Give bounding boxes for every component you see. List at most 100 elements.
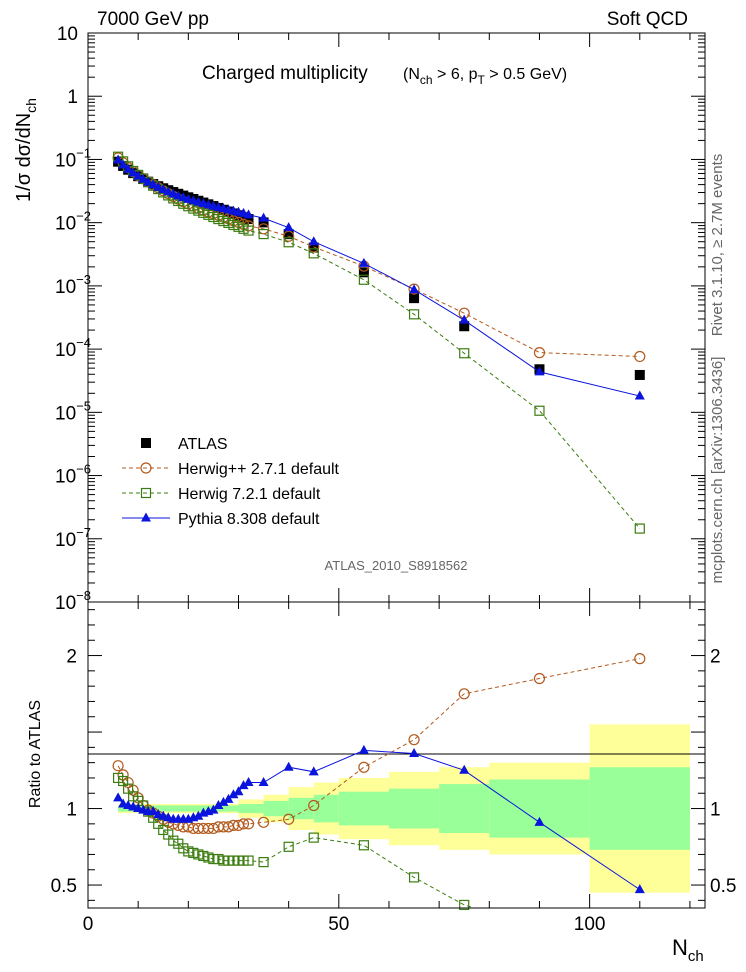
legend-atlas-marker: [141, 438, 151, 448]
x-axis-label-sub: ch: [688, 948, 704, 965]
ratio-band-inner: [439, 784, 490, 834]
selection-lead-sub: ch: [420, 73, 433, 87]
main-y-tick-exponent: −5: [76, 398, 91, 413]
ratio-band-inner: [338, 791, 389, 826]
atlas-point: [459, 321, 470, 332]
pythia-8-308-default-ratio-point: [238, 780, 249, 790]
herwig-2-7-1-default-main-line: [117, 157, 640, 357]
pythia-8-308-default-ratio-point: [113, 792, 124, 802]
pythia-8-308-default-point: [128, 167, 139, 177]
herwig-2-7-1-default-point: [257, 223, 270, 235]
herwig-7-2-1-default-point: [534, 405, 545, 416]
selection-lead: (N: [403, 66, 420, 83]
main-y-tick-label: 10−4: [55, 335, 91, 361]
pythia-8-308-default-point: [123, 163, 134, 173]
main-y-tick-base: 10: [55, 277, 76, 298]
pythia-8-308-default-point: [634, 390, 645, 400]
ratio-y-axis: 0.5 0.5 1 1 2 2: [51, 609, 736, 901]
ratio-band-inner: [589, 767, 690, 850]
pythia-8-308-default-ratio-point: [193, 810, 204, 820]
main-y-tick-label: 10−5: [55, 398, 91, 424]
ratio-band-inner: [238, 803, 264, 814]
pythia-8-308-default-ratio-point: [243, 777, 254, 787]
herwig-2-7-1-default-ratio-point: [237, 818, 250, 830]
selection-mid: > 6, p: [433, 66, 478, 83]
atlas-point: [283, 229, 294, 240]
pythia-8-308-default-point: [138, 173, 149, 183]
herwig-7-2-1-default-ratio-point: [358, 840, 369, 851]
pythia-8-308-default-point: [459, 314, 470, 324]
plot-title: Charged multiplicity: [202, 63, 368, 84]
atlas-point: [238, 212, 249, 223]
pythia-8-308-default-ratio-point: [148, 806, 159, 816]
pythia-8-308-default-point: [258, 212, 269, 222]
herwig-2-7-1-default-ratio-point: [408, 734, 420, 746]
pythia-8-308-default-ratio-point: [228, 789, 239, 799]
analysis-tag: ATLAS_2010_S8918562: [325, 558, 468, 573]
main-y-tick-exponent: −4: [76, 335, 91, 350]
legend-atlas-label: ATLAS: [178, 436, 228, 453]
legend: ATLAS Herwig++ 2.7.1 default Herwig 7.2.1 …: [122, 436, 340, 528]
ratio-y-tick-label-right: 1: [710, 800, 721, 821]
main-y-tick-base: 1: [67, 87, 78, 108]
main-y-tick-base: 10: [55, 403, 76, 424]
selection-tail: > 0.5 GeV): [485, 66, 567, 83]
pythia-8-308-default-ratio-point: [233, 786, 244, 796]
main-y-tick-base: 10: [55, 530, 76, 551]
main-y-tick-exponent: −7: [76, 525, 91, 540]
pythia-8-308-default-point: [158, 184, 169, 194]
herwig-2-7-1-default-ratio-point: [358, 761, 370, 773]
pythia-8-308-default-ratio-point: [223, 793, 234, 803]
herwig-2-7-1-default-ratio-point: [458, 688, 470, 700]
main-y-axis-label-main: 1/σ dσ/dN: [13, 113, 35, 202]
ratio-y-tick-label-right: 0.5: [710, 876, 736, 897]
herwig-7-2-1-default-ratio-point: [283, 841, 294, 852]
header-beam-label: 7000 GeV pp: [97, 9, 209, 30]
main-y-tick-base: 10: [55, 150, 76, 171]
atlas-point: [308, 242, 319, 253]
pythia-8-308-default-point: [153, 181, 164, 191]
main-y-tick-label: 10−7: [55, 525, 91, 551]
pythia-8-308-default-point: [534, 366, 545, 376]
main-y-tick-label: 10−2: [55, 209, 91, 235]
pythia-8-308-default-point: [283, 222, 294, 232]
ratio-plot-frame: [87, 601, 706, 909]
pythia-8-308-default-ratio-point: [534, 816, 545, 826]
ratio-y-tick-label-left: 2: [66, 647, 77, 668]
herwig-7-2-1-default-point: [258, 228, 269, 240]
x-tick-label: 0: [83, 914, 94, 935]
main-y-tick-exponent: −6: [76, 462, 91, 477]
pythia-8-308-default-ratio-point: [258, 777, 269, 787]
main-y-tick-label: 10−8: [55, 588, 91, 614]
pythia-8-308-default-ratio-point: [308, 766, 319, 776]
herwig-2-7-1-default-point: [533, 347, 546, 359]
herwig-7-2-1-default-point: [358, 274, 369, 285]
herwig-2-7-1-default-point: [408, 283, 420, 295]
ratio-band-inner: [118, 805, 239, 812]
pythia-8-308-default-ratio-point: [409, 747, 420, 757]
legend-herwig-2-7-1-default-marker: [140, 462, 152, 474]
pythia-8-308-default-ratio-point: [358, 744, 369, 754]
herwig-7-2-1-default-ratio-point: [308, 832, 319, 843]
atlas-point: [258, 217, 269, 228]
main-y-tick-base: 10: [55, 340, 76, 361]
herwig-2-7-1-default-ratio-point: [242, 818, 255, 830]
herwig-7-2-1-default-ratio-point: [459, 899, 470, 911]
atlas-point: [409, 293, 420, 304]
pythia-8-308-default-point: [143, 176, 154, 186]
pythia-8-308-default-ratio-point: [213, 799, 224, 809]
ratio-y-tick-label-right: 2: [710, 647, 721, 668]
x-axis-label-main: N: [672, 935, 688, 960]
herwig-2-7-1-default-ratio-point: [112, 760, 124, 772]
legend-herwig-2-7-1-default-label: Herwig++ 2.7.1 default: [178, 461, 340, 478]
main-y-tick-base: 10: [57, 24, 78, 45]
main-y-tick-exponent: −1: [76, 145, 91, 160]
main-y-tick-label: 10−6: [55, 462, 91, 488]
plot-title-name: Charged multiplicity: [202, 63, 368, 84]
herwig-7-2-1-default-point: [634, 523, 645, 534]
legend-pythia-8-308-default-label: Pythia 8.308 default: [178, 511, 320, 528]
legend-herwig-7-2-1-default-marker: [140, 487, 152, 499]
